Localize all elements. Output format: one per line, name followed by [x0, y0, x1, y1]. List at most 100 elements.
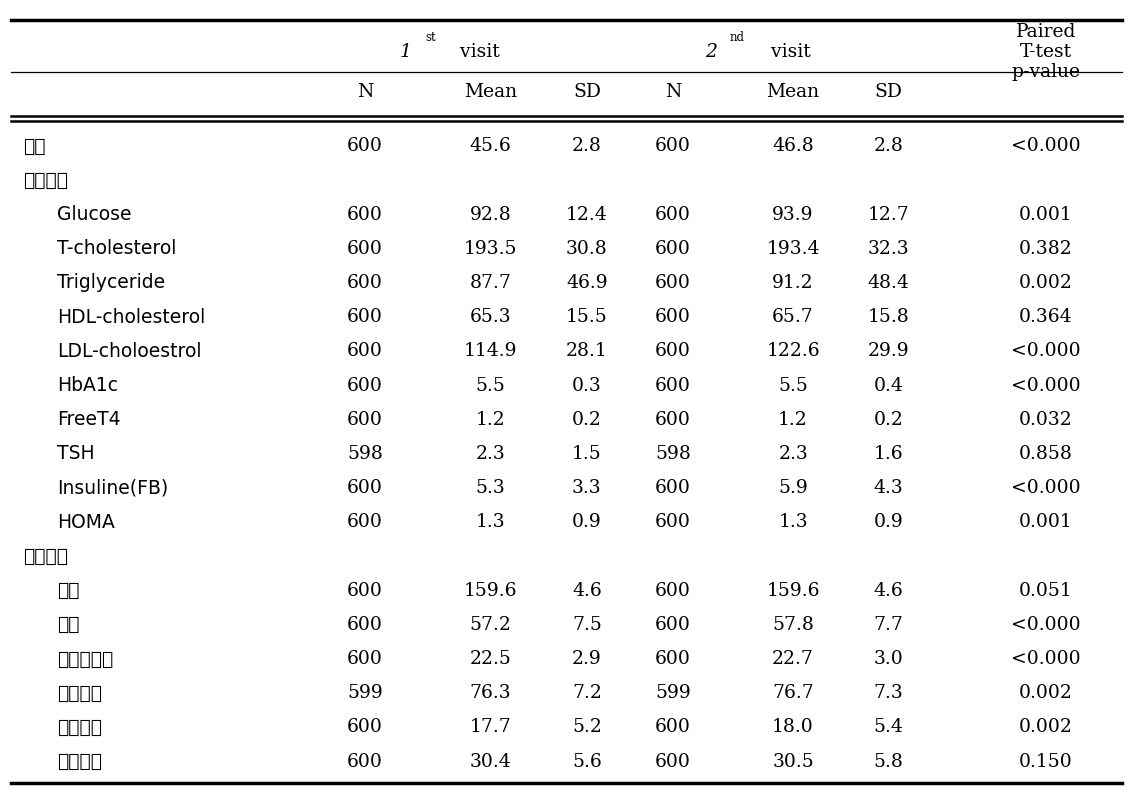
Text: 18.0: 18.0	[773, 718, 813, 736]
Text: 3.3: 3.3	[572, 479, 602, 497]
Text: 599: 599	[655, 684, 691, 702]
Text: 0.382: 0.382	[1019, 240, 1073, 257]
Text: 0.002: 0.002	[1019, 274, 1073, 292]
Text: 7.2: 7.2	[572, 684, 602, 702]
Text: 15.8: 15.8	[868, 308, 909, 326]
Text: 45.6: 45.6	[470, 137, 511, 155]
Text: 7.5: 7.5	[572, 616, 602, 634]
Text: Mean: Mean	[767, 83, 819, 100]
Text: 93.9: 93.9	[773, 206, 813, 224]
Text: SD: SD	[573, 83, 600, 100]
Text: 5.5: 5.5	[778, 376, 808, 395]
Text: 600: 600	[655, 410, 691, 429]
Text: 2.8: 2.8	[572, 137, 602, 155]
Text: 1: 1	[400, 43, 411, 61]
Text: 600: 600	[655, 752, 691, 771]
Text: 1.2: 1.2	[778, 410, 808, 429]
Text: N: N	[357, 83, 373, 100]
Text: 신체계측: 신체계측	[23, 547, 68, 566]
Text: T-test: T-test	[1020, 43, 1072, 61]
Text: 600: 600	[347, 343, 383, 360]
Text: 600: 600	[347, 650, 383, 668]
Text: SD: SD	[875, 83, 902, 100]
Text: 5.3: 5.3	[476, 479, 505, 497]
Text: 5.9: 5.9	[778, 479, 808, 497]
Text: 0.364: 0.364	[1019, 308, 1073, 326]
Text: 600: 600	[347, 240, 383, 257]
Text: 600: 600	[655, 718, 691, 736]
Text: 허리둘레: 허리둘레	[57, 684, 102, 703]
Text: Triglyceride: Triglyceride	[57, 273, 164, 292]
Text: 600: 600	[655, 582, 691, 599]
Text: 76.3: 76.3	[470, 684, 511, 702]
Text: 57.8: 57.8	[773, 616, 813, 634]
Text: <0.000: <0.000	[1011, 616, 1081, 634]
Text: LDL-choloestrol: LDL-choloestrol	[57, 342, 202, 361]
Text: HbA1c: HbA1c	[57, 376, 118, 395]
Text: 600: 600	[655, 513, 691, 532]
Text: 5.5: 5.5	[476, 376, 505, 395]
Text: 7.7: 7.7	[874, 616, 903, 634]
Text: 193.4: 193.4	[766, 240, 820, 257]
Text: 5.6: 5.6	[572, 752, 602, 771]
Text: 600: 600	[655, 274, 691, 292]
Text: 0.4: 0.4	[874, 376, 903, 395]
Text: Mean: Mean	[465, 83, 517, 100]
Text: 0.3: 0.3	[572, 376, 602, 395]
Text: 0.858: 0.858	[1019, 445, 1073, 463]
Text: p-value: p-value	[1012, 63, 1080, 80]
Text: 600: 600	[347, 308, 383, 326]
Text: 5.8: 5.8	[874, 752, 903, 771]
Text: 46.8: 46.8	[773, 137, 813, 155]
Text: 600: 600	[655, 650, 691, 668]
Text: 598: 598	[347, 445, 383, 463]
Text: 599: 599	[347, 684, 383, 702]
Text: 30.5: 30.5	[773, 752, 813, 771]
Text: 600: 600	[655, 308, 691, 326]
Text: 2.3: 2.3	[778, 445, 808, 463]
Text: 12.4: 12.4	[566, 206, 607, 224]
Text: 600: 600	[655, 376, 691, 395]
Text: 30.8: 30.8	[566, 240, 607, 257]
Text: 600: 600	[347, 718, 383, 736]
Text: 600: 600	[655, 343, 691, 360]
Text: 29.9: 29.9	[868, 343, 909, 360]
Text: T-cholesterol: T-cholesterol	[57, 239, 176, 258]
Text: 0.051: 0.051	[1019, 582, 1073, 599]
Text: 32.3: 32.3	[868, 240, 909, 257]
Text: nd: nd	[730, 31, 744, 44]
Text: 4.6: 4.6	[572, 582, 602, 599]
Text: 193.5: 193.5	[463, 240, 518, 257]
Text: 600: 600	[347, 137, 383, 155]
Text: 600: 600	[655, 479, 691, 497]
Text: 체질량지수: 체질량지수	[57, 650, 113, 669]
Text: <0.000: <0.000	[1011, 376, 1081, 395]
Text: 30.4: 30.4	[470, 752, 511, 771]
Text: Paired: Paired	[1015, 23, 1076, 41]
Text: 0.002: 0.002	[1019, 718, 1073, 736]
Text: 1.3: 1.3	[778, 513, 808, 532]
Text: visit: visit	[759, 43, 811, 61]
Text: 600: 600	[347, 274, 383, 292]
Text: 4.6: 4.6	[874, 582, 903, 599]
Text: 5.2: 5.2	[572, 718, 602, 736]
Text: 48.4: 48.4	[868, 274, 909, 292]
Text: 1.6: 1.6	[874, 445, 903, 463]
Text: 122.6: 122.6	[766, 343, 820, 360]
Text: 22.5: 22.5	[470, 650, 511, 668]
Text: 0.032: 0.032	[1019, 410, 1073, 429]
Text: 4.3: 4.3	[874, 479, 903, 497]
Text: 15.5: 15.5	[566, 308, 607, 326]
Text: 92.8: 92.8	[470, 206, 511, 224]
Text: 46.9: 46.9	[566, 274, 607, 292]
Text: 600: 600	[347, 752, 383, 771]
Text: 600: 600	[347, 206, 383, 224]
Text: 0.9: 0.9	[572, 513, 602, 532]
Text: 2.3: 2.3	[476, 445, 505, 463]
Text: 76.7: 76.7	[773, 684, 813, 702]
Text: 1.5: 1.5	[572, 445, 602, 463]
Text: 600: 600	[347, 479, 383, 497]
Text: 22.7: 22.7	[773, 650, 813, 668]
Text: 혁액검사: 혁액검사	[23, 171, 68, 190]
Text: 600: 600	[655, 206, 691, 224]
